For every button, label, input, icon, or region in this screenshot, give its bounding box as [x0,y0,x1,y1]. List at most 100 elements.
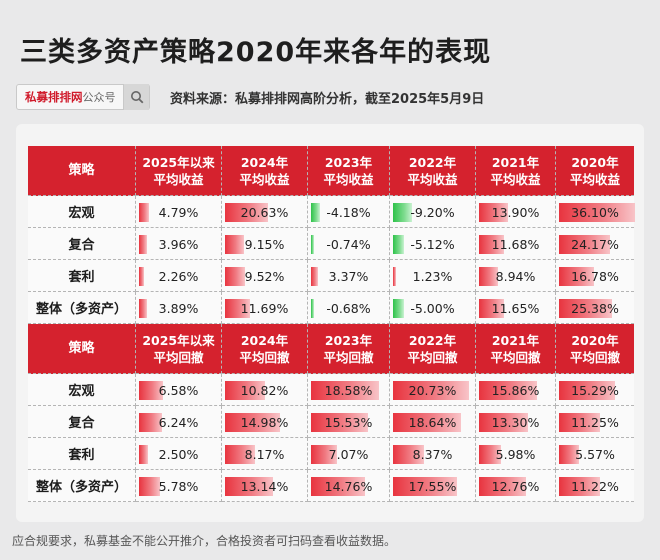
drawdown-cell-value: 11.22% [571,479,619,494]
returns-cell-value: 25.38% [571,301,619,316]
positive-value-bar [393,267,396,286]
returns-row-label: 整体（多资产） [28,292,136,324]
returns-header-line: 2022年 [408,154,457,170]
returns-cell-value: -0.68% [326,301,371,316]
source-row: 私募排排网 公众号 资料来源：私募排排网高阶分析，截至2025年5月9日 [16,84,484,110]
positive-value-bar [139,445,149,464]
returns-cell: 4.79% [136,196,222,228]
returns-header-col-2: 2023年 平均收益 [308,146,390,196]
returns-cell: -4.18% [308,196,390,228]
drawdown-row-label: 整体（多资产） [28,470,136,502]
drawdown-cell-value: 7.07% [328,447,369,462]
footer-note: 应合规要求，私募基金不能公开推介，合格投资者可扫码查看收益数据。 [12,534,397,548]
returns-cell-value: 1.23% [412,269,453,284]
drawdown-cell-value: 17.55% [408,479,457,494]
drawdown-cell: 5.78% [136,470,222,502]
positive-value-bar [139,299,148,318]
returns-header-col-5: 2020年 平均收益 [556,146,634,196]
positive-value-bar [559,445,580,464]
negative-value-bar [311,203,320,222]
drawdown-cell-value: 15.53% [324,415,373,430]
positive-value-bar [139,413,162,432]
drawdown-cell: 13.14% [222,470,308,502]
positive-value-bar [559,381,616,400]
drawdown-cell-value: 13.14% [240,479,289,494]
drawdown-cell-value: 18.64% [408,415,457,430]
positive-value-bar [225,235,245,254]
search-button[interactable] [123,84,149,110]
search-brand: 私募排排网 [25,90,83,104]
drawdown-header-line: 平均回撤 [490,349,541,365]
drawdown-cell: 13.30% [476,406,556,438]
returns-cell-value: 13.90% [491,205,540,220]
positive-value-bar [225,477,274,496]
returns-cell-value: 11.69% [240,301,289,316]
positive-value-bar [479,413,528,432]
returns-header-corner: 策略 [28,146,136,196]
positive-value-bar [139,477,161,496]
returns-cell-value: 11.68% [491,237,540,252]
returns-cell-value: 24.17% [571,237,619,252]
drawdown-cell-value: 12.76% [491,479,540,494]
drawdown-header-line: 2020年 [571,332,619,348]
search-box[interactable]: 私募排排网 公众号 [16,84,150,110]
returns-cell-value: 36.10% [571,205,619,220]
page-title: 三类多资产策略2020年来各年的表现 [20,37,492,68]
returns-header-row: 策略 2025年以来 平均收益 2024年 平均收益 2023年 平均收益 2022年 平均收益… [28,146,634,196]
returns-header-col-1: 2024年 平均收益 [222,146,308,196]
drawdown-cell: 2.50% [136,438,222,470]
returns-cell-value: -4.18% [326,205,371,220]
negative-value-bar [393,299,404,318]
negative-value-bar [311,299,314,318]
source-note: 资料来源：私募排排网高阶分析，截至2025年5月9日 [170,91,485,107]
returns-cell: 3.96% [136,228,222,260]
returns-cell: 3.89% [136,292,222,324]
drawdown-cell-value: 8.37% [412,447,453,462]
drawdown-cell-value: 6.58% [158,383,199,398]
returns-header-col-4: 2021年 平均收益 [476,146,556,196]
drawdown-header-col-4: 2021年 平均回撤 [476,324,556,374]
drawdown-cell-value: 14.76% [324,479,373,494]
returns-row-label: 套利 [28,260,136,292]
returns-row-label: 复合 [28,228,136,260]
drawdown-cell: 6.58% [136,374,222,406]
negative-value-bar [393,203,413,222]
positive-value-bar [139,235,148,254]
returns-cell: -5.00% [390,292,476,324]
drawdown-row-label: 套利 [28,438,136,470]
drawdown-cell: 14.98% [222,406,308,438]
positive-value-bar [479,477,526,496]
negative-value-bar [311,235,314,254]
drawdown-cell: 10.82% [222,374,308,406]
drawdown-row: 宏观 6.58% 10.82% 18.58% 20.73% 15.86% 15.29% [28,374,634,406]
drawdown-row: 整体（多资产） 5.78% 13.14% 14.76% 17.55% 12.76% 11.2… [28,470,634,502]
positive-value-bar [225,267,246,286]
drawdown-cell: 5.57% [556,438,634,470]
performance-table: 策略 2025年以来 平均收益 2024年 平均收益 2023年 平均收益 2022年 平均收益… [28,146,635,502]
positive-value-bar [559,477,601,496]
drawdown-cell: 8.37% [390,438,476,470]
drawdown-header-line: 平均回撤 [323,349,374,365]
returns-header-line: 2023年 [324,154,373,170]
returns-cell: 11.65% [476,292,556,324]
performance-card: 策略 2025年以来 平均收益 2024年 平均收益 2023年 平均收益 2022年 平均收益… [16,124,644,522]
returns-header-line: 2021年 [491,154,540,170]
positive-value-bar [225,299,250,318]
drawdown-header-line: 2024年 [240,332,289,348]
drawdown-header-line: 2021年 [491,332,540,348]
returns-header-col-0: 2025年以来 平均收益 [136,146,222,196]
drawdown-header-col-0: 2025年以来 平均回撤 [136,324,222,374]
positive-value-bar [139,381,164,400]
returns-cell: 8.94% [476,260,556,292]
positive-value-bar [479,381,538,400]
returns-cell-value: 20.63% [240,205,289,220]
drawdown-cell-value: 5.78% [158,479,199,494]
drawdown-header-col-5: 2020年 平均回撤 [556,324,634,374]
positive-value-bar [311,267,319,286]
drawdown-header-col-2: 2023年 平均回撤 [308,324,390,374]
drawdown-cell: 15.29% [556,374,634,406]
drawdown-cell: 7.07% [308,438,390,470]
drawdown-cell-value: 14.98% [240,415,289,430]
positive-value-bar [479,445,501,464]
returns-header-line: 2025年以来 [142,154,215,170]
